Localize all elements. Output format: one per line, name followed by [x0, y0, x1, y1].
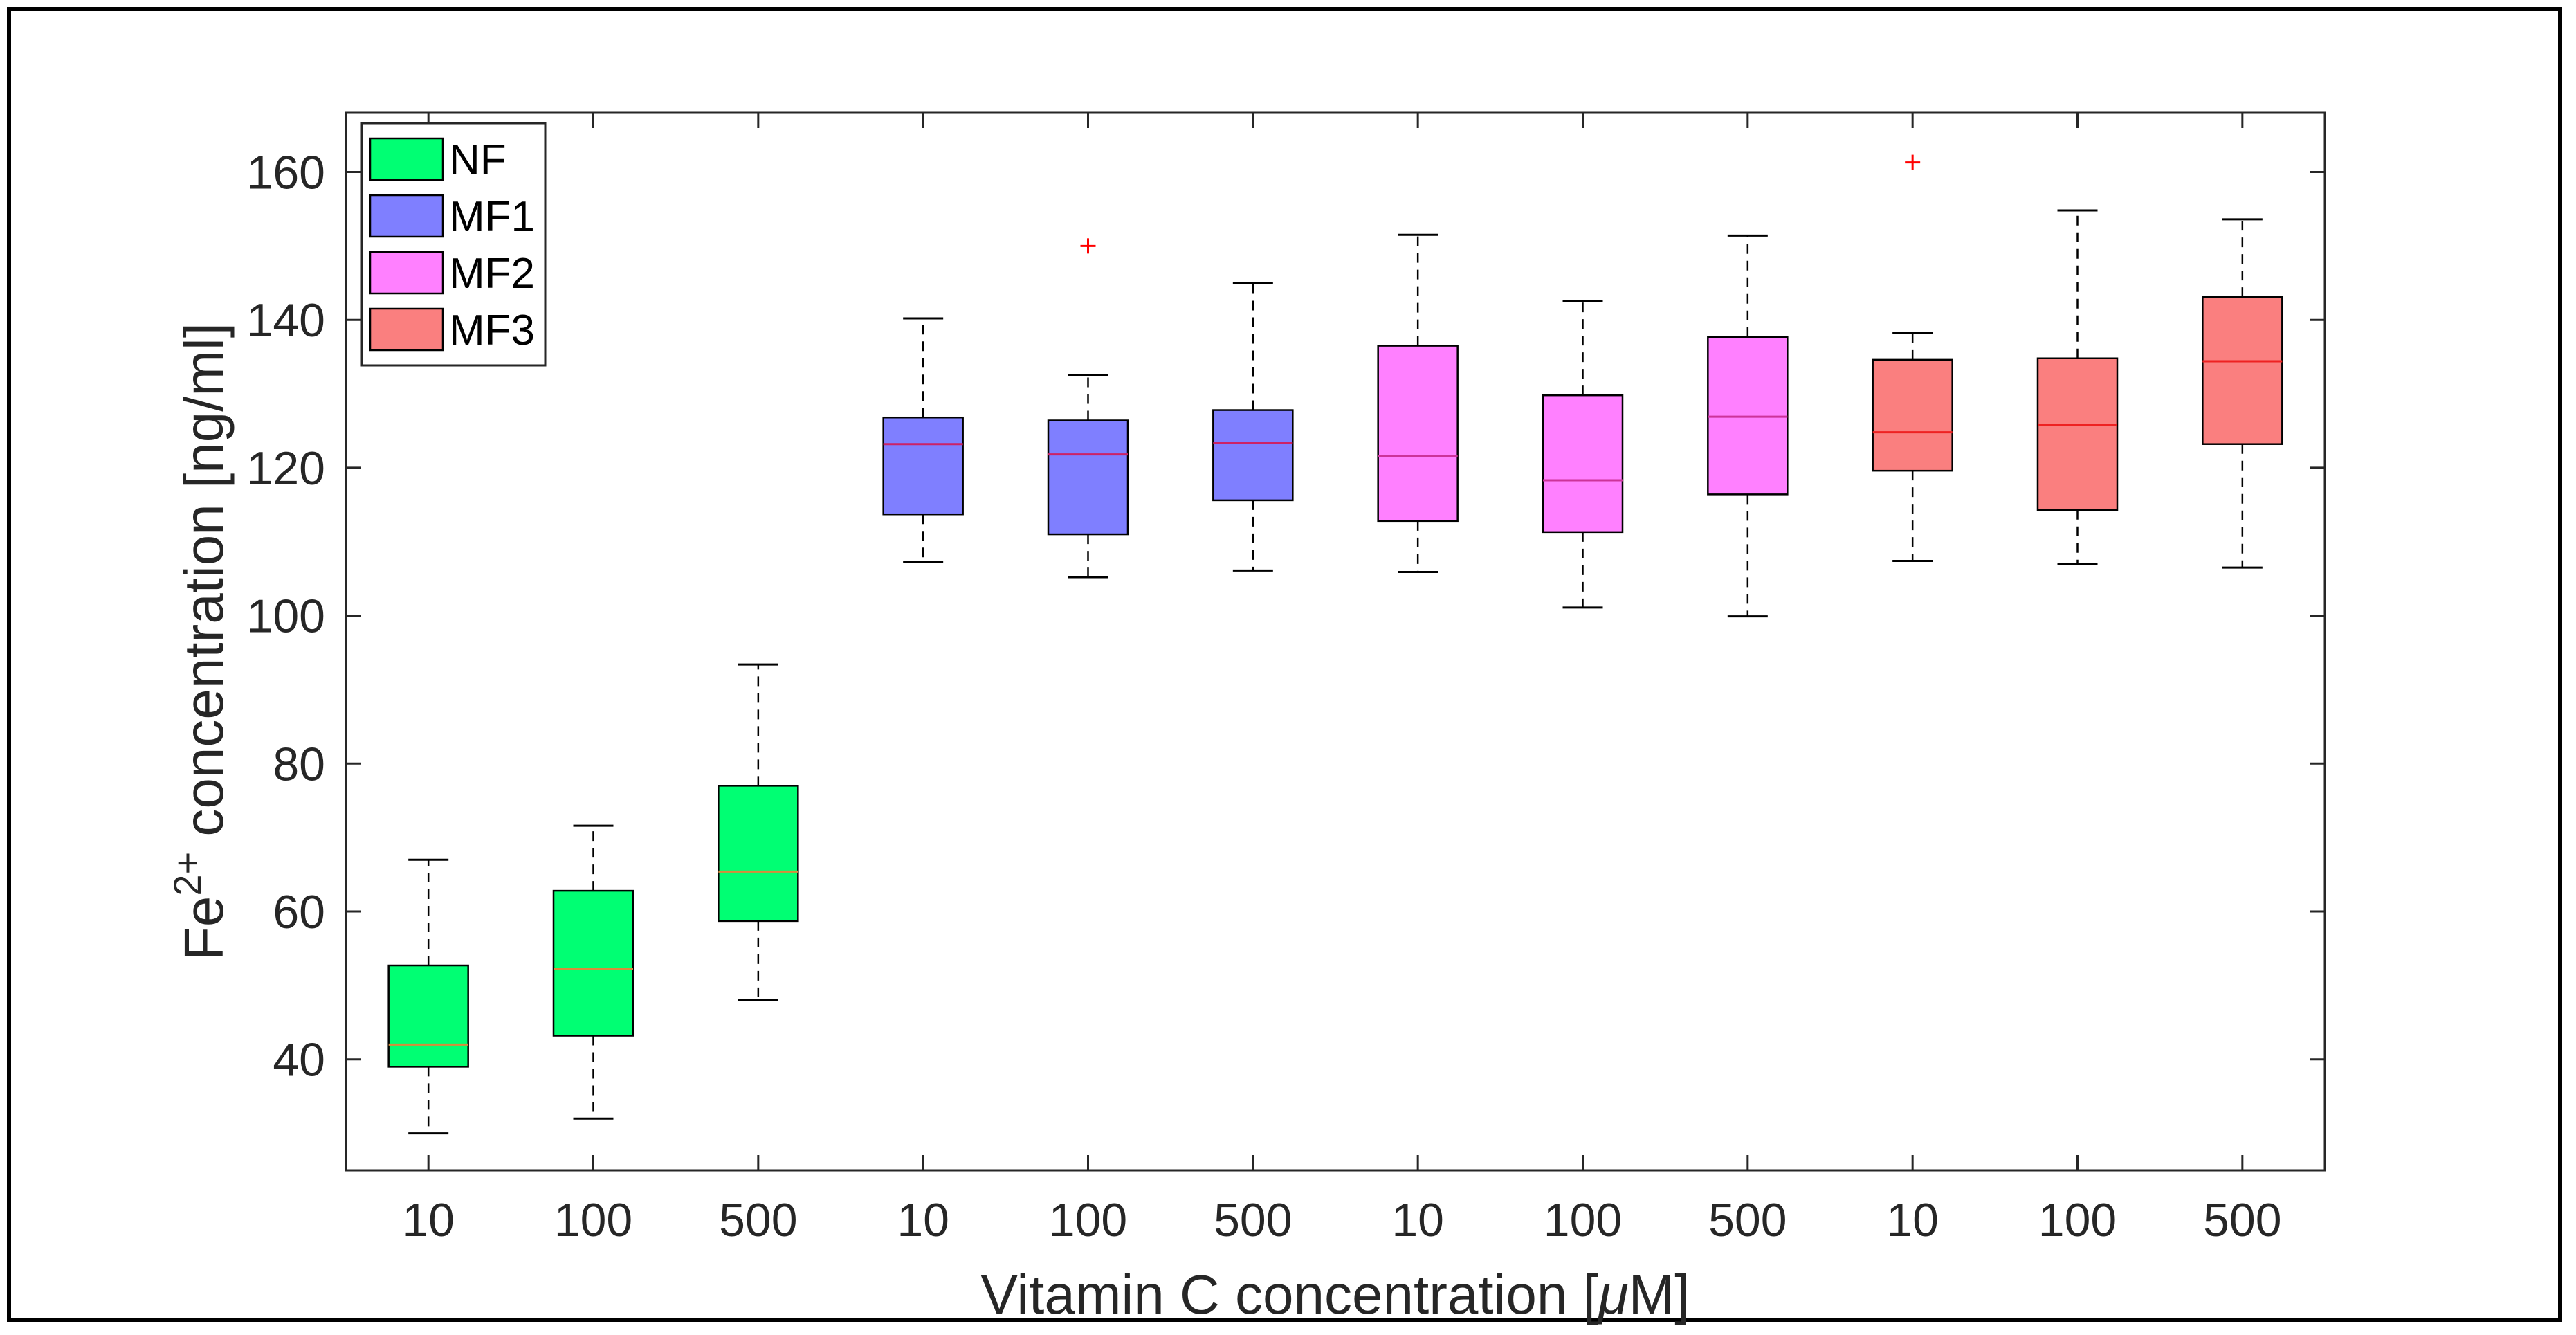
legend-entry-mf3: MF3 — [369, 307, 535, 354]
iqr-box — [552, 889, 634, 1037]
x-tick-labels: 10 100 500 10 100 500 10 100 500 10 100 500 — [402, 1194, 2281, 1246]
iqr-box — [1707, 336, 1789, 496]
box-mf3-10 — [1872, 154, 1953, 563]
x-tick-label: 10 — [1391, 1194, 1444, 1246]
y-tick-label: 80 — [273, 738, 325, 790]
x-tick-label: 100 — [1049, 1194, 1127, 1246]
x-tick-label: 10 — [897, 1194, 949, 1246]
x-tick-label: 500 — [2203, 1194, 2281, 1246]
legend-label: MF3 — [449, 307, 535, 354]
iqr-box — [1872, 358, 1953, 472]
y-tick-label: 120 — [247, 442, 325, 495]
iqr-box — [1047, 419, 1129, 536]
box-mf1-100 — [1047, 238, 1129, 579]
box-series — [387, 154, 2283, 1135]
legend-label: NF — [449, 136, 506, 184]
x-tick-label: 10 — [1886, 1194, 1939, 1246]
x-tick-label: 100 — [1544, 1194, 1622, 1246]
box-mf3-500 — [2202, 218, 2283, 569]
box-mf2-500 — [1707, 234, 1789, 618]
box-mf3-100 — [2036, 209, 2119, 565]
box-nf-100 — [552, 824, 634, 1120]
box-mf2-100 — [1542, 300, 1624, 609]
outlier-marker — [1905, 154, 1921, 170]
iqr-box — [882, 416, 964, 516]
box-mf1-500 — [1212, 282, 1294, 572]
legend-swatch — [369, 137, 444, 181]
box-mf1-10 — [882, 317, 964, 563]
x-tick-label: 500 — [719, 1194, 797, 1246]
y-tick-label: 160 — [247, 146, 325, 199]
iqr-box — [1377, 345, 1459, 523]
legend-label: MF1 — [449, 193, 535, 241]
x-tick-label: 500 — [1214, 1194, 1292, 1246]
iqr-box — [387, 964, 469, 1068]
legend-swatch — [369, 194, 444, 238]
legend-swatch — [369, 307, 444, 352]
y-tick-labels: 40 60 80 100 120 140 160 — [247, 146, 325, 1086]
legend-entry-nf: NF — [369, 136, 506, 184]
y-tick-label: 60 — [273, 886, 325, 938]
box-nf-10 — [387, 858, 469, 1135]
iqr-box — [2036, 357, 2119, 511]
iqr-box — [2202, 296, 2283, 445]
box-nf-500 — [718, 663, 799, 1001]
figure-frame — [7, 7, 2562, 1322]
x-tick-label: 500 — [1708, 1194, 1787, 1246]
axis-ticks — [346, 113, 2325, 1170]
x-tick-label: 10 — [402, 1194, 455, 1246]
iqr-box — [1542, 394, 1624, 534]
y-tick-label: 140 — [247, 294, 325, 347]
legend-entry-mf1: MF1 — [369, 193, 535, 241]
legend: NF MF1 MF2 MF3 — [360, 122, 547, 367]
y-tick-label: 100 — [247, 590, 325, 643]
legend-swatch — [369, 251, 444, 295]
x-axis-title: Vitamin C concentration [μM] — [980, 1264, 1690, 1325]
x-tick-label: 100 — [2038, 1194, 2117, 1246]
x-tick-label: 100 — [554, 1194, 632, 1246]
iqr-box — [718, 785, 799, 923]
legend-label: MF2 — [449, 250, 535, 298]
legend-entry-mf2: MF2 — [369, 250, 535, 298]
plot-area — [345, 111, 2326, 1172]
box-mf2-10 — [1377, 233, 1459, 574]
y-tick-label: 40 — [273, 1034, 325, 1087]
outlier-marker — [1080, 238, 1096, 254]
iqr-box — [1212, 409, 1294, 502]
y-axis-title: Fe2+ concentration [ng/ml] — [165, 323, 235, 961]
